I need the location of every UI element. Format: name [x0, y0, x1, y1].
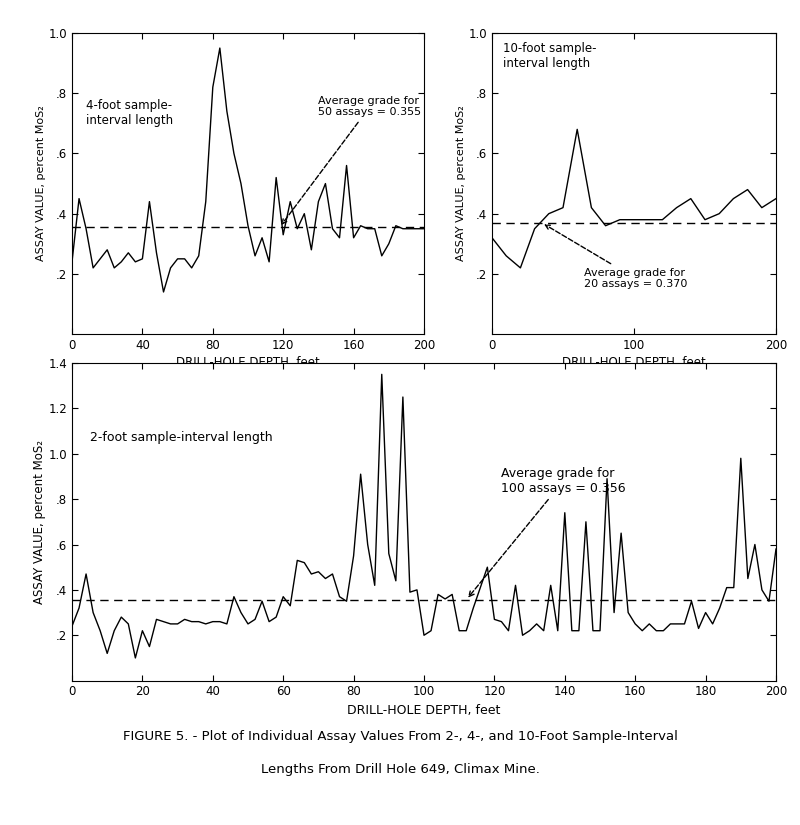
Text: 2-foot sample-interval length: 2-foot sample-interval length — [90, 431, 272, 444]
X-axis label: DRILL-HOLE DEPTH, feet: DRILL-HOLE DEPTH, feet — [176, 356, 320, 369]
Y-axis label: ASSAY VALUE, percent MoS₂: ASSAY VALUE, percent MoS₂ — [456, 106, 466, 262]
Y-axis label: ASSAY VALUE, percent MoS₂: ASSAY VALUE, percent MoS₂ — [33, 440, 46, 604]
Text: FIGURE 5. - Plot of Individual Assay Values From 2-, 4-, and 10-Foot Sample-Inte: FIGURE 5. - Plot of Individual Assay Val… — [122, 730, 678, 743]
Y-axis label: ASSAY VALUE, percent MoS₂: ASSAY VALUE, percent MoS₂ — [36, 106, 46, 262]
Text: Average grade for
20 assays = 0.370: Average grade for 20 assays = 0.370 — [546, 225, 688, 290]
Text: Average grade for
50 assays = 0.355: Average grade for 50 assays = 0.355 — [282, 96, 422, 224]
X-axis label: DRILL-HOLE DEPTH, feet: DRILL-HOLE DEPTH, feet — [347, 704, 501, 717]
Text: 4-foot sample-
interval length: 4-foot sample- interval length — [86, 99, 174, 127]
Text: 10-foot sample-
interval length: 10-foot sample- interval length — [503, 42, 597, 70]
Text: Lengths From Drill Hole 649, Climax Mine.: Lengths From Drill Hole 649, Climax Mine… — [261, 763, 539, 776]
Text: Average grade for
100 assays = 0.356: Average grade for 100 assays = 0.356 — [469, 467, 626, 596]
X-axis label: DRILL-HOLE DEPTH, feet: DRILL-HOLE DEPTH, feet — [562, 356, 706, 369]
